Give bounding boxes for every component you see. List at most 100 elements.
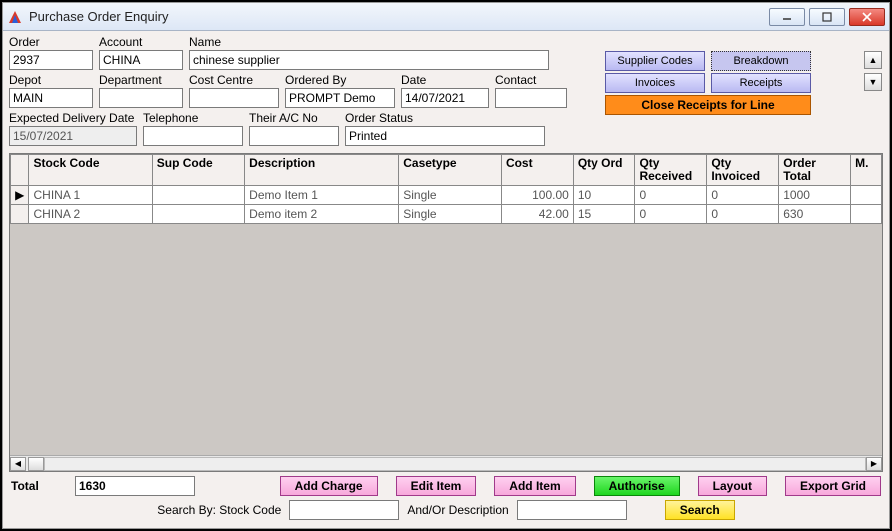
- row-indicator: [11, 205, 29, 224]
- col-header[interactable]: Qty Ord: [573, 155, 635, 186]
- grid-empty-area: [10, 224, 882, 455]
- titlebar[interactable]: Purchase Order Enquiry: [3, 3, 889, 31]
- costcentre-label: Cost Centre: [189, 73, 279, 87]
- maximize-button[interactable]: [809, 8, 845, 26]
- receipts-button[interactable]: Receipts: [711, 73, 811, 93]
- telephone-label: Telephone: [143, 111, 243, 125]
- account-input[interactable]: [99, 50, 183, 70]
- col-header[interactable]: Stock Code: [29, 155, 152, 186]
- search-and-label: And/Or Description: [407, 503, 508, 517]
- row-indicator: ▶: [11, 186, 29, 205]
- col-header[interactable]: Description: [245, 155, 399, 186]
- date-input[interactable]: [401, 88, 489, 108]
- side-buttons: Supplier Codes Breakdown Invoices Receip…: [605, 35, 853, 149]
- table-row[interactable]: CHINA 2Demo item 2Single42.001500630: [11, 205, 882, 224]
- table-row[interactable]: ▶CHINA 1Demo Item 1Single100.0010001000: [11, 186, 882, 205]
- search-by-input[interactable]: [289, 500, 399, 520]
- cell-m[interactable]: [851, 205, 882, 224]
- cell-stock[interactable]: CHINA 1: [29, 186, 152, 205]
- form-left: Order Account Name Depot Department Cost…: [9, 35, 595, 149]
- expected-label: Expected Delivery Date: [9, 111, 137, 125]
- window-frame: Purchase Order Enquiry Order Account Nam…: [2, 2, 890, 529]
- contact-input[interactable]: [495, 88, 567, 108]
- col-header[interactable]: M.: [851, 155, 882, 186]
- theirac-label: Their A/C No: [249, 111, 339, 125]
- cell-sup[interactable]: [152, 186, 244, 205]
- col-header[interactable]: Casetype: [399, 155, 502, 186]
- date-label: Date: [401, 73, 489, 87]
- theirac-input[interactable]: [249, 126, 339, 146]
- cell-qtyinv[interactable]: 0: [707, 205, 779, 224]
- expected-input[interactable]: [9, 126, 137, 146]
- col-header[interactable]: Order Total: [779, 155, 851, 186]
- cell-casetype[interactable]: Single: [399, 186, 502, 205]
- name-label: Name: [189, 35, 549, 49]
- cell-cost[interactable]: 42.00: [501, 205, 573, 224]
- close-receipts-button[interactable]: Close Receipts for Line: [605, 95, 811, 115]
- status-input[interactable]: [345, 126, 545, 146]
- add-charge-button[interactable]: Add Charge: [280, 476, 378, 496]
- invoices-button[interactable]: Invoices: [605, 73, 705, 93]
- add-item-button[interactable]: Add Item: [494, 476, 575, 496]
- window-title: Purchase Order Enquiry: [29, 9, 168, 24]
- export-grid-button[interactable]: Export Grid: [785, 476, 881, 496]
- content-area: Order Account Name Depot Department Cost…: [3, 31, 889, 528]
- footer: Total Add Charge Edit Item Add Item Auth…: [9, 472, 883, 522]
- grid-wrap: Stock CodeSup CodeDescriptionCasetypeCos…: [9, 153, 883, 472]
- scroll-left-button[interactable]: ◀: [10, 457, 26, 471]
- telephone-input[interactable]: [143, 126, 243, 146]
- cell-sup[interactable]: [152, 205, 244, 224]
- cell-casetype[interactable]: Single: [399, 205, 502, 224]
- scroll-right-button[interactable]: ▶: [866, 457, 882, 471]
- costcentre-input[interactable]: [189, 88, 279, 108]
- row-header-corner: [11, 155, 29, 186]
- edit-item-button[interactable]: Edit Item: [396, 476, 477, 496]
- form-area: Order Account Name Depot Department Cost…: [9, 35, 883, 149]
- cell-m[interactable]: [851, 186, 882, 205]
- scroll-up-button[interactable]: ▲: [864, 51, 882, 69]
- minimize-button[interactable]: [769, 8, 805, 26]
- search-by-label: Search By: Stock Code: [157, 503, 281, 517]
- orderedby-label: Ordered By: [285, 73, 395, 87]
- close-button[interactable]: [849, 8, 885, 26]
- cell-qtyinv[interactable]: 0: [707, 186, 779, 205]
- cell-qtyrec[interactable]: 0: [635, 205, 707, 224]
- col-header[interactable]: Qty Invoiced: [707, 155, 779, 186]
- search-button[interactable]: Search: [665, 500, 735, 520]
- order-input[interactable]: [9, 50, 93, 70]
- line-items-grid[interactable]: Stock CodeSup CodeDescriptionCasetypeCos…: [10, 154, 882, 224]
- search-and-input[interactable]: [517, 500, 627, 520]
- account-label: Account: [99, 35, 183, 49]
- authorise-button[interactable]: Authorise: [594, 476, 680, 496]
- name-input[interactable]: [189, 50, 549, 70]
- breakdown-button[interactable]: Breakdown: [711, 51, 811, 71]
- cell-total[interactable]: 1000: [779, 186, 851, 205]
- scroll-track[interactable]: [44, 457, 866, 471]
- scroll-down-button[interactable]: ▼: [864, 73, 882, 91]
- layout-button[interactable]: Layout: [698, 476, 767, 496]
- cell-qtyrec[interactable]: 0: [635, 186, 707, 205]
- depot-input[interactable]: [9, 88, 93, 108]
- col-header[interactable]: Sup Code: [152, 155, 244, 186]
- cell-stock[interactable]: CHINA 2: [29, 205, 152, 224]
- orderedby-input[interactable]: [285, 88, 395, 108]
- cell-qtyord[interactable]: 10: [573, 186, 635, 205]
- department-input[interactable]: [99, 88, 183, 108]
- cell-total[interactable]: 630: [779, 205, 851, 224]
- scroll-thumb[interactable]: [28, 457, 44, 471]
- depot-label: Depot: [9, 73, 93, 87]
- app-icon: [7, 9, 23, 25]
- order-label: Order: [9, 35, 93, 49]
- status-label: Order Status: [345, 111, 545, 125]
- col-header[interactable]: Qty Received: [635, 155, 707, 186]
- department-label: Department: [99, 73, 183, 87]
- cell-desc[interactable]: Demo Item 1: [245, 186, 399, 205]
- total-value[interactable]: [75, 476, 195, 496]
- supplier-codes-button[interactable]: Supplier Codes: [605, 51, 705, 71]
- cell-qtyord[interactable]: 15: [573, 205, 635, 224]
- horizontal-scrollbar[interactable]: ◀ ▶: [10, 455, 882, 471]
- cell-cost[interactable]: 100.00: [501, 186, 573, 205]
- cell-desc[interactable]: Demo item 2: [245, 205, 399, 224]
- scroll-arrows: ▲ ▼: [863, 35, 883, 149]
- col-header[interactable]: Cost: [501, 155, 573, 186]
